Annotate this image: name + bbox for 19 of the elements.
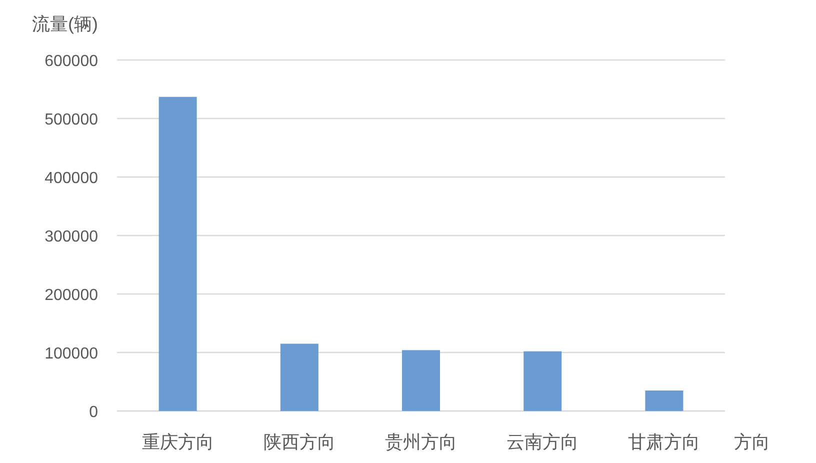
bar bbox=[158, 96, 197, 411]
bar bbox=[645, 390, 684, 411]
x-tick-label: 陕西方向 bbox=[263, 432, 336, 452]
x-tick-label: 重庆方向 bbox=[142, 432, 214, 452]
x-axis-title: 方向 bbox=[734, 432, 770, 452]
y-tick-label: 300000 bbox=[44, 228, 98, 246]
y-axis-title: 流量(辆) bbox=[32, 14, 98, 34]
x-tick-label: 甘肃方向 bbox=[628, 432, 700, 452]
x-tick-label: 贵州方向 bbox=[385, 432, 457, 452]
y-tick-label: 600000 bbox=[44, 53, 98, 70]
y-tick-label: 400000 bbox=[44, 170, 98, 187]
bar bbox=[280, 344, 318, 411]
y-tick-label: 0 bbox=[89, 404, 98, 421]
y-tick-label: 100000 bbox=[44, 346, 98, 362]
x-tick-label: 云南方向 bbox=[506, 432, 579, 452]
bar bbox=[524, 351, 562, 411]
y-tick-label: 500000 bbox=[44, 112, 98, 128]
y-tick-label: 200000 bbox=[44, 287, 98, 304]
bar bbox=[402, 350, 440, 411]
